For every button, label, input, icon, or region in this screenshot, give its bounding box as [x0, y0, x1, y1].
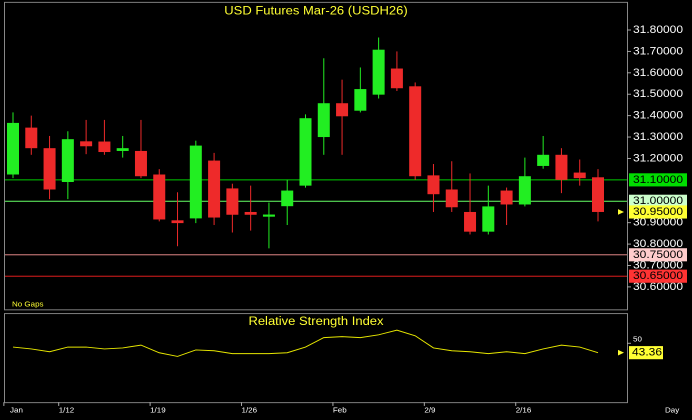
candle-body — [25, 127, 38, 149]
note: No Gaps — [12, 300, 44, 309]
y-tick-label: 31.70000 — [633, 45, 684, 58]
y-tick-label: 31.20000 — [633, 152, 684, 165]
candle-body — [390, 68, 403, 89]
candle-body — [427, 175, 440, 195]
y-tick-label: 31.50000 — [633, 88, 684, 101]
y-tick-label: 30.70000 — [633, 259, 684, 272]
x-tick-label: 1/26 — [242, 406, 258, 415]
x-tick-label: Jan — [10, 406, 23, 415]
candle-body — [445, 189, 458, 208]
level-label: 31.10000 — [633, 173, 684, 186]
candle-body — [372, 49, 385, 95]
candle-body — [281, 190, 294, 207]
candle-body — [7, 122, 19, 175]
candle-body — [171, 220, 184, 224]
chart-title: USD Futures Mar-26 (USDH26) — [224, 4, 407, 18]
x-tick-label: 2/16 — [516, 406, 532, 415]
rsi-value-label: 43.36 — [632, 346, 662, 359]
level-label-bg — [629, 248, 687, 262]
candle-body — [262, 214, 275, 217]
x-tick-label: 1/12 — [59, 406, 75, 415]
rsi-panel — [4, 313, 628, 404]
y-tick-label: 50 — [633, 335, 642, 344]
last-label: 30.95000 — [633, 205, 684, 218]
rsi-title: Relative Strength Index — [248, 314, 384, 328]
x-tick-label: Feb — [333, 406, 347, 415]
candle-body — [317, 103, 330, 138]
x-tick-label: 1/19 — [150, 406, 166, 415]
candle-body — [354, 89, 367, 111]
candle-body — [189, 145, 202, 219]
candle-body — [116, 148, 129, 151]
last-arrow — [618, 209, 624, 215]
candle-body — [61, 139, 74, 182]
y-tick-label: 30.80000 — [633, 237, 684, 250]
price-panel — [4, 1, 628, 311]
candle-body — [555, 154, 568, 180]
candle-body — [134, 150, 147, 177]
y-tick-label: 31.80000 — [633, 23, 684, 36]
last-label-bg — [629, 205, 687, 219]
y-tick-label: 31.60000 — [633, 66, 684, 79]
level-label-bg — [629, 194, 687, 208]
y-tick-label: 31.40000 — [633, 109, 684, 122]
level-label: 30.75000 — [633, 248, 684, 261]
level-label-bg — [629, 269, 687, 283]
y-tick-label: 31.30000 — [633, 130, 684, 143]
candle-body — [208, 160, 221, 218]
x-tick-label: 2/9 — [424, 406, 435, 415]
level-label: 31.00000 — [633, 195, 684, 208]
candle-body — [482, 206, 495, 232]
candle-body — [80, 141, 93, 147]
level-label: 30.65000 — [633, 269, 684, 282]
candle-body — [244, 211, 257, 215]
y-tick-label: 30.90000 — [633, 216, 684, 229]
candle-body — [153, 174, 166, 220]
level-label-bg — [629, 173, 687, 187]
candle-body — [226, 188, 239, 215]
candle-body — [98, 141, 111, 153]
rsi-label-bg — [629, 346, 663, 360]
candle-body — [464, 211, 477, 232]
period: Day — [665, 406, 679, 415]
candle-body — [592, 177, 604, 212]
candle-body — [409, 86, 422, 177]
candle-body — [573, 172, 586, 179]
candle-body — [299, 118, 312, 186]
candle-body — [336, 103, 349, 117]
candle-body — [43, 148, 56, 190]
rsi-arrow — [618, 349, 624, 356]
candle-body — [500, 190, 513, 205]
y-tick-label: 30.60000 — [633, 280, 684, 293]
candle-body — [537, 154, 550, 166]
rsi-line — [12, 329, 599, 357]
candle-body — [518, 176, 531, 205]
